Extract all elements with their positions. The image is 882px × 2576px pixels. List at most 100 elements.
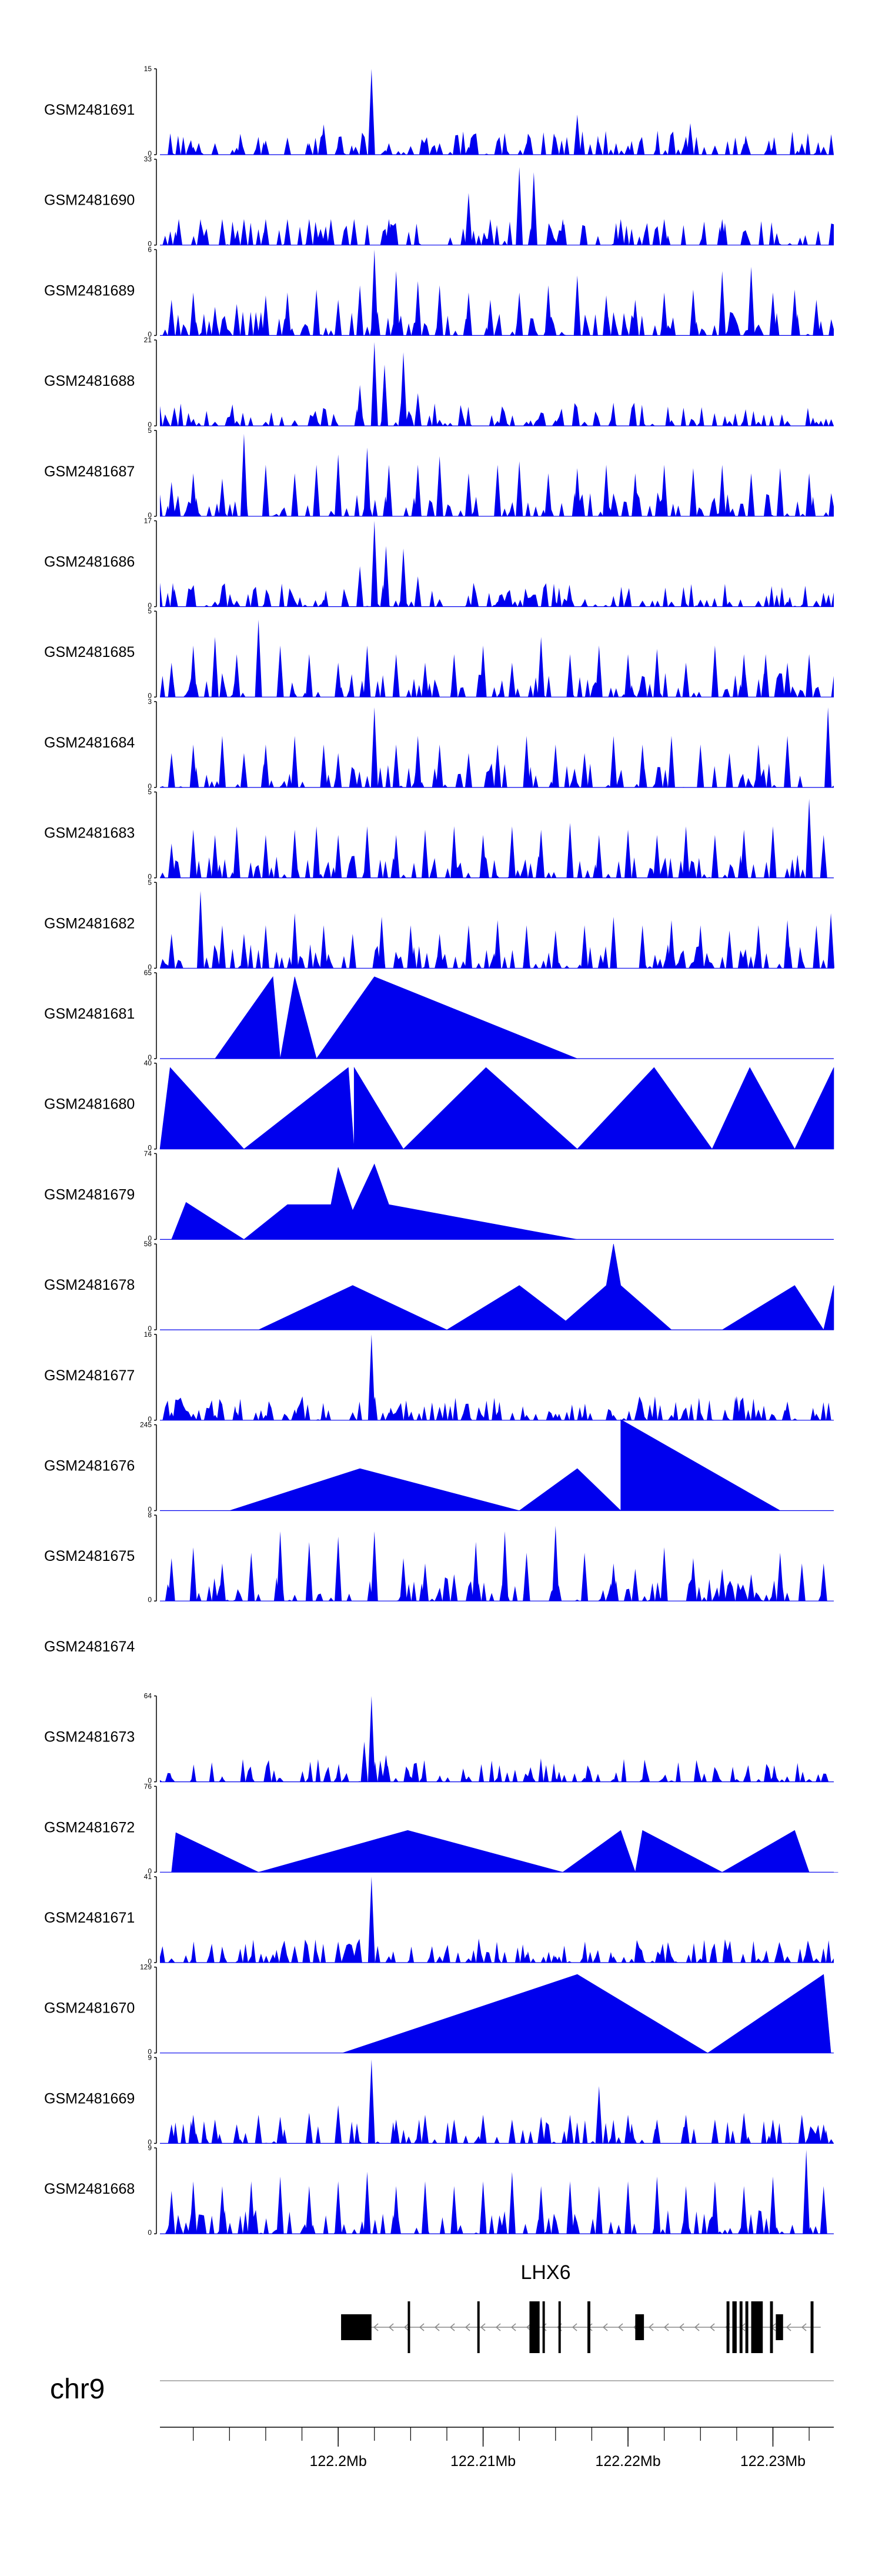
signal-peak: [335, 2181, 342, 2234]
signal-peak: [754, 925, 762, 969]
strand-arrow: [419, 2323, 425, 2331]
signal-peak: [494, 148, 502, 155]
signal-peak: [349, 933, 356, 969]
gene-exon: [739, 2301, 743, 2353]
signal-peak: [813, 299, 820, 336]
signal-peak: [581, 753, 589, 788]
signal-peak: [436, 285, 443, 336]
signal-peak: [291, 736, 299, 788]
signal-peak: [820, 146, 827, 155]
signal-area: [160, 1938, 834, 1963]
strand-arrow: [617, 2323, 623, 2331]
signal-peak: [218, 478, 226, 516]
strand-arrow: [679, 2323, 684, 2331]
signal-peak: [335, 145, 342, 155]
signal-peak: [233, 2124, 240, 2144]
signal-peak: [494, 601, 502, 607]
signal-peak: [465, 422, 472, 426]
signal-peak: [653, 2119, 661, 2144]
signal-peak: [552, 930, 559, 969]
signal-peak: [784, 920, 791, 969]
track-label: GSM2481671: [44, 1910, 135, 1926]
signal-peak: [566, 2181, 574, 2234]
signal-peak: [255, 2114, 262, 2144]
signal-peak: [262, 295, 269, 336]
gene-exon: [587, 2301, 590, 2353]
signal-peak: [313, 826, 320, 878]
signal-peak: [523, 925, 530, 969]
signal-peak: [197, 219, 205, 245]
track-label: GSM2481678: [44, 1277, 135, 1293]
signal-area: [160, 2120, 834, 2144]
signal-peak: [667, 736, 675, 788]
track-label: GSM2481686: [44, 554, 135, 570]
signal-peak: [697, 422, 704, 426]
signal-area: [171, 1163, 577, 1240]
signal-peak: [189, 829, 197, 878]
signal-peak: [422, 1563, 429, 1601]
signal-peak: [400, 548, 407, 607]
signal-peak: [667, 1414, 675, 1420]
signal-peak: [573, 114, 581, 155]
signal-peak: [798, 143, 806, 155]
signal-peak: [218, 1958, 226, 1963]
signal-peak: [240, 219, 248, 245]
signal-peak: [407, 1958, 415, 1963]
signal-peak: [726, 753, 733, 788]
signal-peak: [486, 299, 494, 336]
signal-peak: [508, 2119, 516, 2144]
signal-peak: [407, 925, 415, 969]
signal-peak: [450, 826, 458, 878]
signal-peak: [523, 1553, 530, 1601]
signal-peak: [552, 601, 559, 607]
signal-peak: [639, 600, 646, 607]
y-axis-max-label: 64: [144, 1692, 152, 1700]
signal-peak: [769, 292, 777, 336]
y-axis-max-label: 40: [144, 1059, 152, 1067]
gene-exon: [542, 2301, 545, 2353]
signal-peak: [283, 219, 291, 245]
signal-peak: [639, 925, 646, 969]
signal-peak: [370, 1531, 378, 1601]
signal-peak: [436, 419, 443, 426]
signal-peak: [422, 2114, 429, 2144]
signal-peak: [465, 600, 472, 607]
signal-peak: [624, 145, 632, 155]
signal-peak: [211, 601, 219, 607]
signal-peak: [740, 829, 748, 878]
y-axis-max-label: 74: [144, 1149, 152, 1157]
signal-peak: [632, 1569, 639, 1601]
signal-area: [171, 1830, 838, 1873]
signal-peak: [262, 465, 269, 516]
signal-peak: [320, 599, 328, 607]
signal-peak: [610, 736, 617, 788]
signal-peak: [711, 145, 719, 155]
y-axis-max-label: 5: [148, 878, 152, 886]
signal-peak: [682, 2114, 690, 2144]
signal-peak: [262, 422, 269, 426]
signal-peak: [479, 835, 487, 878]
y-axis-min-label: 0: [148, 1957, 152, 1966]
signal-peak: [335, 662, 342, 698]
signal-peak: [262, 601, 269, 607]
signal-area: [160, 1396, 834, 1420]
y-axis-min-label: 0: [148, 1053, 152, 1062]
signal-peak: [276, 1777, 284, 1782]
gene-exon: [341, 2314, 372, 2340]
signal-peak: [422, 829, 429, 878]
signal-peak: [465, 292, 472, 336]
signal-peak: [769, 2176, 777, 2234]
signal-peak: [610, 421, 617, 426]
signal-peak: [465, 1776, 472, 1782]
signal-peak: [305, 1541, 313, 1601]
signal-peak: [320, 418, 328, 426]
strand-arrow: [388, 2323, 394, 2331]
signal-peak: [400, 1558, 407, 1601]
signal-peak: [211, 2119, 219, 2144]
track-label: GSM2481689: [44, 282, 135, 299]
signal-peak: [508, 662, 516, 698]
strand-arrow: [449, 2323, 455, 2331]
signal-peak: [660, 292, 668, 336]
gene-name-label: LHX6: [520, 2261, 570, 2284]
signal-peak: [168, 662, 175, 698]
